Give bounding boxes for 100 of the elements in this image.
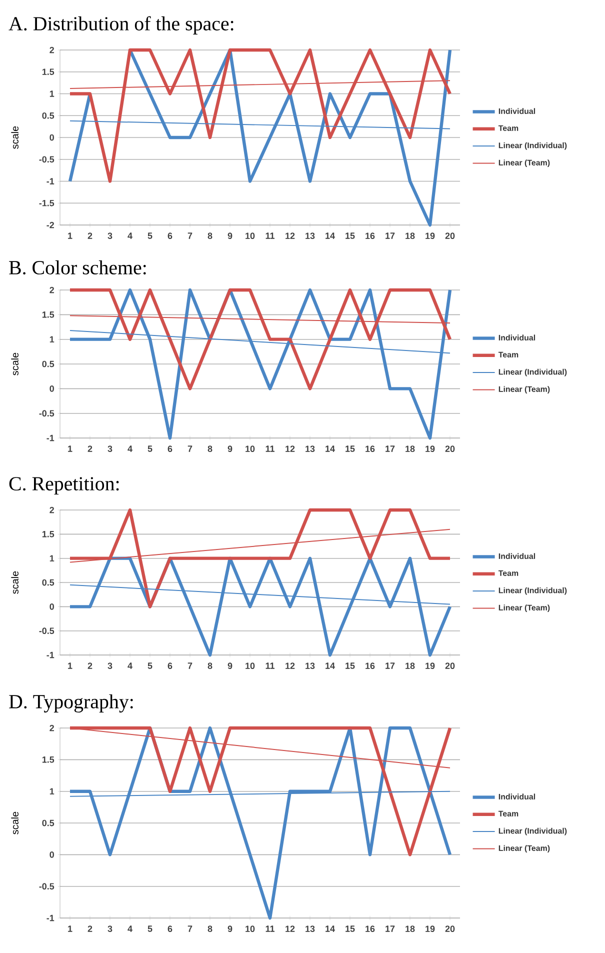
- y-tick-label: 2: [50, 286, 54, 294]
- x-tick-label: 16: [366, 232, 375, 239]
- x-tick-label: 2: [88, 232, 92, 239]
- y-tick-label: 0.5: [42, 360, 54, 368]
- y-tick-label: 1: [50, 555, 54, 562]
- x-tick-label: 20: [445, 232, 455, 239]
- y-tick-label: -1: [46, 914, 54, 922]
- x-tick-label: 17: [386, 446, 395, 452]
- x-tick-label: 8: [208, 662, 212, 670]
- y-tick-label: 1.5: [42, 531, 54, 538]
- x-tick-label: 9: [228, 926, 232, 932]
- y-tick-label: -0.5: [39, 628, 54, 634]
- x-tick-label: 4: [128, 926, 132, 932]
- y-tick-label: -1: [46, 652, 54, 658]
- x-tick-label: 16: [366, 446, 375, 452]
- x-tick-label: 12: [286, 446, 295, 452]
- y-tick-label: 2: [50, 506, 54, 514]
- x-tick-label: 5: [148, 926, 152, 932]
- x-tick-label: 10: [246, 232, 255, 239]
- y-tick-label: -0.5: [39, 410, 54, 417]
- x-tick-label: 9: [228, 232, 232, 239]
- x-tick-label: 9: [228, 662, 232, 670]
- x-tick-label: 13: [306, 232, 315, 239]
- x-tick-label: 7: [188, 926, 192, 932]
- x-tick-label: 19: [426, 232, 435, 239]
- x-tick-label: 12: [286, 926, 295, 932]
- y-axis-title: scale: [11, 352, 18, 376]
- x-tick-label: 5: [148, 446, 152, 452]
- x-tick-label: 17: [386, 662, 395, 669]
- x-tick-label: 2: [88, 662, 92, 669]
- y-tick-label: -0.5: [39, 156, 54, 163]
- y-tick-label: 1: [50, 336, 54, 342]
- x-tick-label: 8: [208, 446, 212, 452]
- chart-title: C. Repetition:: [9, 477, 119, 494]
- x-tick-label: 1: [68, 446, 72, 452]
- x-tick-label: 19: [426, 446, 435, 452]
- x-tick-label: 4: [128, 232, 132, 239]
- x-tick-label: 8: [208, 232, 212, 239]
- x-tick-label: 11: [266, 232, 274, 239]
- x-tick-label: 20: [445, 662, 455, 670]
- y-tick-label: 2: [50, 46, 54, 54]
- x-tick-label: 14: [326, 232, 335, 239]
- x-tick-label: 17: [386, 232, 395, 239]
- y-axis-title: scale: [11, 812, 18, 834]
- y-tick-label: -0.5: [39, 883, 54, 890]
- x-tick-label: 14: [326, 662, 335, 669]
- x-tick-label: 2: [88, 446, 92, 452]
- x-tick-label: 4: [128, 446, 132, 452]
- y-tick-label: -1: [46, 434, 54, 442]
- x-tick-label: 20: [445, 926, 455, 932]
- y-tick-label: 2: [50, 724, 54, 732]
- x-tick-label: 6: [168, 446, 172, 452]
- y-tick-label: 1.5: [42, 312, 54, 318]
- y-tick-label: 0.5: [42, 820, 54, 826]
- x-tick-label: 6: [168, 662, 172, 670]
- x-tick-label: 10: [246, 926, 255, 932]
- y-tick-label: -2: [46, 222, 54, 228]
- y-tick-label: 1.5: [42, 68, 54, 76]
- x-tick-label: 15: [346, 232, 355, 239]
- chart-title: B. Color scheme:: [9, 260, 146, 275]
- x-tick-label: 3: [108, 446, 112, 452]
- x-tick-label: 11: [266, 446, 274, 452]
- x-tick-label: 19: [426, 662, 435, 670]
- y-tick-label: 0: [50, 603, 54, 610]
- x-tick-label: 6: [168, 926, 172, 932]
- y-axis-title: scale: [11, 571, 18, 594]
- x-tick-label: 13: [306, 446, 315, 452]
- x-tick-label: 6: [168, 232, 172, 239]
- x-tick-label: 18: [406, 232, 415, 239]
- x-tick-label: 7: [188, 446, 192, 452]
- x-tick-label: 4: [128, 662, 132, 669]
- x-tick-label: 14: [326, 446, 335, 452]
- chart-title: D. Typography:: [9, 694, 133, 713]
- x-tick-label: 1: [68, 232, 72, 239]
- x-tick-label: 7: [188, 232, 192, 239]
- y-tick-label: -1.5: [39, 200, 54, 206]
- y-tick-label: 1: [50, 788, 54, 794]
- x-tick-label: 18: [406, 662, 415, 670]
- x-tick-label: 11: [266, 926, 274, 932]
- x-tick-label: 18: [406, 446, 415, 452]
- x-tick-label: 9: [228, 446, 232, 452]
- x-tick-label: 13: [306, 662, 315, 670]
- x-tick-label: 19: [426, 926, 435, 932]
- x-tick-label: 16: [366, 662, 375, 670]
- x-tick-label: 15: [346, 446, 355, 452]
- y-tick-label: 1.5: [42, 756, 54, 763]
- x-tick-label: 20: [445, 446, 455, 452]
- x-tick-label: 3: [108, 662, 112, 670]
- y-tick-label: 0: [50, 851, 54, 858]
- y-tick-label: -1: [46, 178, 54, 184]
- x-tick-label: 8: [208, 926, 212, 932]
- x-tick-label: 2: [88, 926, 92, 932]
- x-tick-label: 1: [68, 926, 72, 932]
- x-tick-label: 15: [346, 926, 355, 932]
- x-tick-label: 13: [306, 926, 315, 932]
- x-tick-label: 11: [266, 662, 274, 669]
- x-tick-label: 18: [406, 926, 415, 932]
- y-tick-label: 0.5: [42, 579, 54, 586]
- x-tick-label: 5: [148, 662, 152, 669]
- x-tick-label: 5: [148, 232, 152, 239]
